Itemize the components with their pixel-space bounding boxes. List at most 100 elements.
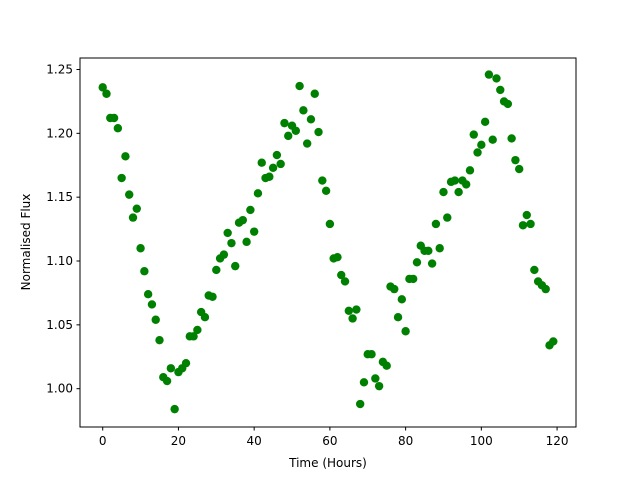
point — [477, 140, 486, 150]
point — [117, 173, 126, 183]
point — [143, 290, 153, 299]
point — [276, 159, 285, 169]
point — [355, 399, 365, 409]
point — [181, 358, 191, 368]
point — [265, 172, 274, 181]
point — [109, 113, 119, 123]
point — [530, 265, 539, 275]
point — [136, 244, 145, 253]
point — [492, 74, 501, 83]
point — [515, 164, 524, 174]
point — [166, 364, 176, 373]
point — [302, 139, 312, 148]
point — [321, 186, 331, 195]
point — [246, 205, 255, 215]
point — [424, 246, 433, 255]
point — [435, 244, 444, 253]
point — [522, 210, 531, 220]
point — [125, 190, 134, 199]
point — [431, 219, 441, 229]
point — [344, 306, 354, 316]
point — [496, 85, 505, 95]
point — [393, 312, 403, 322]
point — [382, 361, 391, 370]
point — [249, 227, 259, 236]
plot-frame — [79, 57, 577, 428]
y-tick-label: 1.15 — [46, 190, 73, 204]
point — [132, 204, 141, 213]
point — [306, 115, 316, 124]
y-tick-label: 1.10 — [46, 254, 73, 268]
point — [318, 176, 327, 185]
y-tick-label: 1.05 — [46, 318, 73, 332]
point — [484, 70, 494, 79]
point — [450, 176, 460, 185]
point — [469, 130, 478, 139]
point — [155, 335, 164, 345]
point — [98, 83, 107, 92]
point — [443, 213, 452, 222]
point — [231, 261, 240, 271]
point — [511, 155, 520, 165]
point — [200, 312, 210, 322]
point — [272, 150, 282, 160]
point — [371, 374, 380, 383]
point — [526, 219, 535, 229]
x-tick-label: 100 — [470, 434, 493, 448]
point — [284, 131, 293, 141]
x-tick-label: 0 — [99, 434, 107, 448]
point — [518, 221, 528, 230]
point — [280, 118, 289, 128]
point — [242, 237, 251, 247]
point — [291, 126, 301, 135]
y-tick-label: 1.20 — [46, 126, 73, 140]
point — [412, 258, 422, 267]
point — [208, 292, 217, 301]
point — [367, 350, 376, 359]
point — [128, 213, 138, 222]
point — [189, 332, 198, 341]
y-tick-label: 1.25 — [46, 62, 73, 76]
point — [314, 127, 323, 137]
point — [348, 314, 357, 323]
point — [212, 265, 221, 275]
point — [488, 135, 497, 144]
point — [390, 284, 399, 294]
point — [549, 337, 558, 346]
point — [465, 166, 475, 175]
x-tick-label: 80 — [398, 434, 413, 448]
point — [541, 284, 550, 294]
y-tick-label: 1.00 — [46, 382, 73, 396]
point — [397, 295, 407, 304]
x-tick-label: 60 — [322, 434, 337, 448]
point — [333, 252, 342, 262]
point — [473, 148, 482, 157]
point — [162, 376, 172, 386]
point — [359, 378, 369, 387]
x-tick-label: 40 — [247, 434, 262, 448]
point — [507, 134, 516, 143]
point — [253, 189, 263, 198]
point — [310, 89, 319, 98]
y-axis-label: Normalised Flux — [19, 194, 33, 291]
point — [352, 305, 361, 314]
point — [299, 106, 308, 115]
point — [401, 327, 410, 336]
point — [439, 187, 448, 197]
point — [340, 277, 350, 286]
point — [121, 152, 130, 161]
x-axis-label: Time (Hours) — [288, 456, 367, 470]
point — [268, 163, 278, 173]
point — [461, 180, 471, 189]
x-tick-label: 20 — [171, 434, 186, 448]
point — [295, 81, 304, 91]
x-tick-label: 120 — [546, 434, 569, 448]
point — [454, 187, 463, 197]
point — [337, 270, 346, 280]
point — [238, 215, 248, 225]
point — [219, 250, 229, 259]
point — [325, 219, 335, 229]
point — [408, 274, 418, 284]
point — [223, 228, 232, 238]
